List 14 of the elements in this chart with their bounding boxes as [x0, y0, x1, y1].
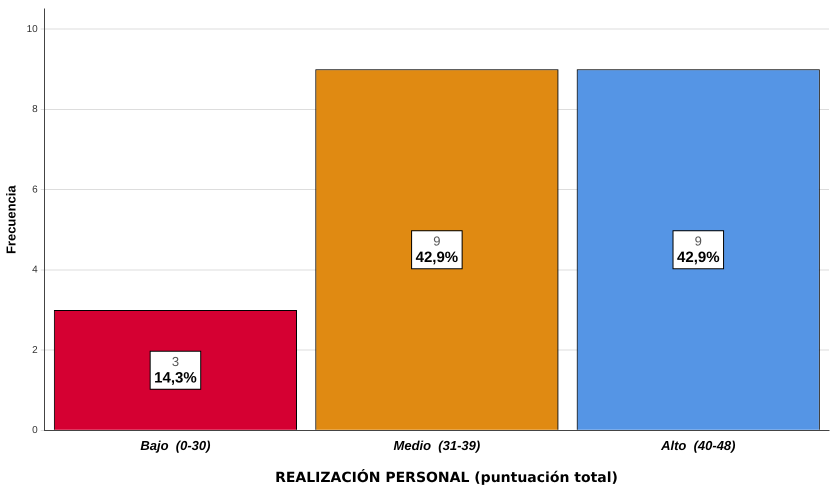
y-tick-label: 4	[32, 264, 38, 276]
y-tick-label: 10	[26, 24, 38, 35]
data-label: 9 42,9%	[416, 233, 458, 266]
data-label: 3 14,3%	[154, 354, 197, 386]
x-axis-title: REALIZACIÓN PERSONAL (puntuación total)	[274, 470, 619, 486]
y-axis-title: Frecuencia	[3, 184, 18, 254]
y-tick-label: 2	[32, 344, 38, 356]
x-tick-label: Medio (31-39)	[394, 438, 480, 453]
y-tick-label: 0	[32, 425, 38, 436]
x-tick-label: Bajo (0-30)	[140, 438, 210, 453]
data-label: 9 42,9%	[677, 233, 720, 266]
y-tick-label: 8	[32, 104, 38, 116]
x-tick-label: Alto (40-48)	[660, 438, 736, 453]
y-tick-label: 6	[32, 184, 38, 196]
